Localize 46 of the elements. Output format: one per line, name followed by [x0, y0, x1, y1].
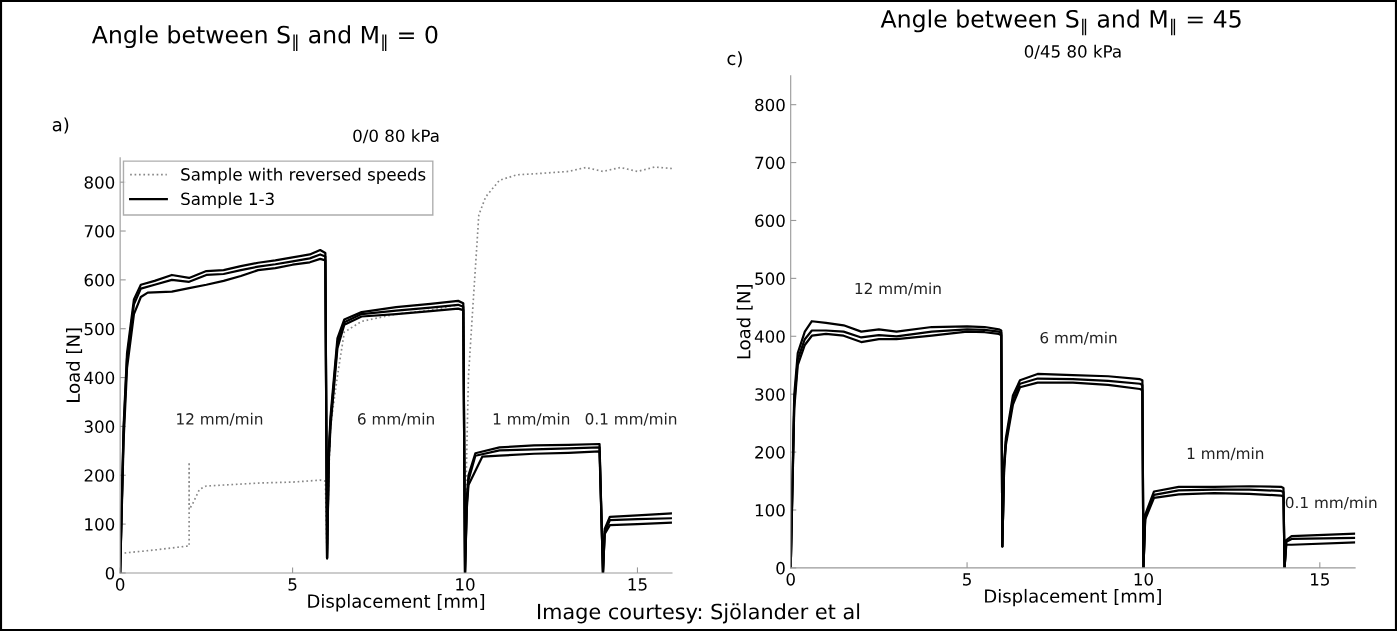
chart-subtitle: 0/0 80 kPa	[353, 129, 439, 144]
annotation: 0.1 mm/min	[1285, 496, 1377, 510]
text: Image courtesy: Sjölander et al	[538, 603, 860, 624]
annotation: 1 mm/min	[1187, 447, 1264, 461]
y-tick-label: 700	[755, 156, 785, 170]
y-tick-label: 200	[755, 446, 785, 459]
y-tick-label: 400	[84, 371, 115, 385]
x-tick-label: 15	[628, 578, 647, 591]
annotation: 12 mm/min	[855, 282, 941, 296]
y-tick-label: 700	[84, 224, 115, 238]
annotation: 6 mm/min	[357, 412, 434, 426]
x-tick-label: 15	[1311, 573, 1329, 586]
y-tick-label: 0	[776, 561, 785, 575]
y-axis-title: Load [N]	[65, 328, 83, 402]
y-axis-title: Load [N]	[736, 285, 753, 359]
y-tick-label: 300	[755, 388, 785, 401]
x-tick-label: 10	[1134, 573, 1153, 586]
x-tick-label: 5	[963, 573, 971, 586]
text: c)	[727, 51, 742, 68]
y-tick-label: 100	[755, 503, 785, 517]
x-tick-label: 5	[288, 578, 297, 591]
x-tick-label: 0	[786, 573, 795, 586]
text: a)	[52, 117, 69, 134]
y-tick-label: 500	[755, 272, 785, 285]
chart-title: Angle between S$_{‖}$ and M$_{‖}$ = 45	[880, 9, 1241, 36]
legend-label: Sample with reversed speeds	[181, 167, 426, 184]
chart-title: Angle between S$_{‖}$ and M$_{‖}$ = 0	[91, 25, 438, 51]
legend-label: Sample 1-3	[181, 192, 274, 209]
annotation: 6 mm/min	[1040, 331, 1117, 345]
annotation: 12 mm/min	[177, 412, 263, 426]
chart-subtitle: 0/45 80 kPa	[1024, 44, 1121, 60]
y-tick-label: 200	[84, 469, 115, 482]
y-tick-label: 800	[84, 176, 115, 189]
y-tick-label: 300	[84, 420, 115, 433]
y-tick-label: 100	[85, 518, 115, 531]
x-axis-title: Displacement [mm]	[308, 593, 485, 612]
y-tick-label: 800	[755, 98, 785, 112]
x-tick-label: 10	[456, 578, 475, 591]
y-tick-label: 400	[754, 330, 785, 343]
annotation: 1 mm/min	[493, 412, 570, 426]
y-tick-label: 600	[84, 273, 115, 287]
y-tick-label: 600	[755, 214, 785, 228]
x-tick-label: 0	[115, 578, 125, 591]
x-axis-title: Displacement [mm]	[985, 588, 1161, 607]
y-tick-label: 500	[84, 322, 115, 336]
annotation: 0.1 mm/min	[585, 412, 677, 426]
